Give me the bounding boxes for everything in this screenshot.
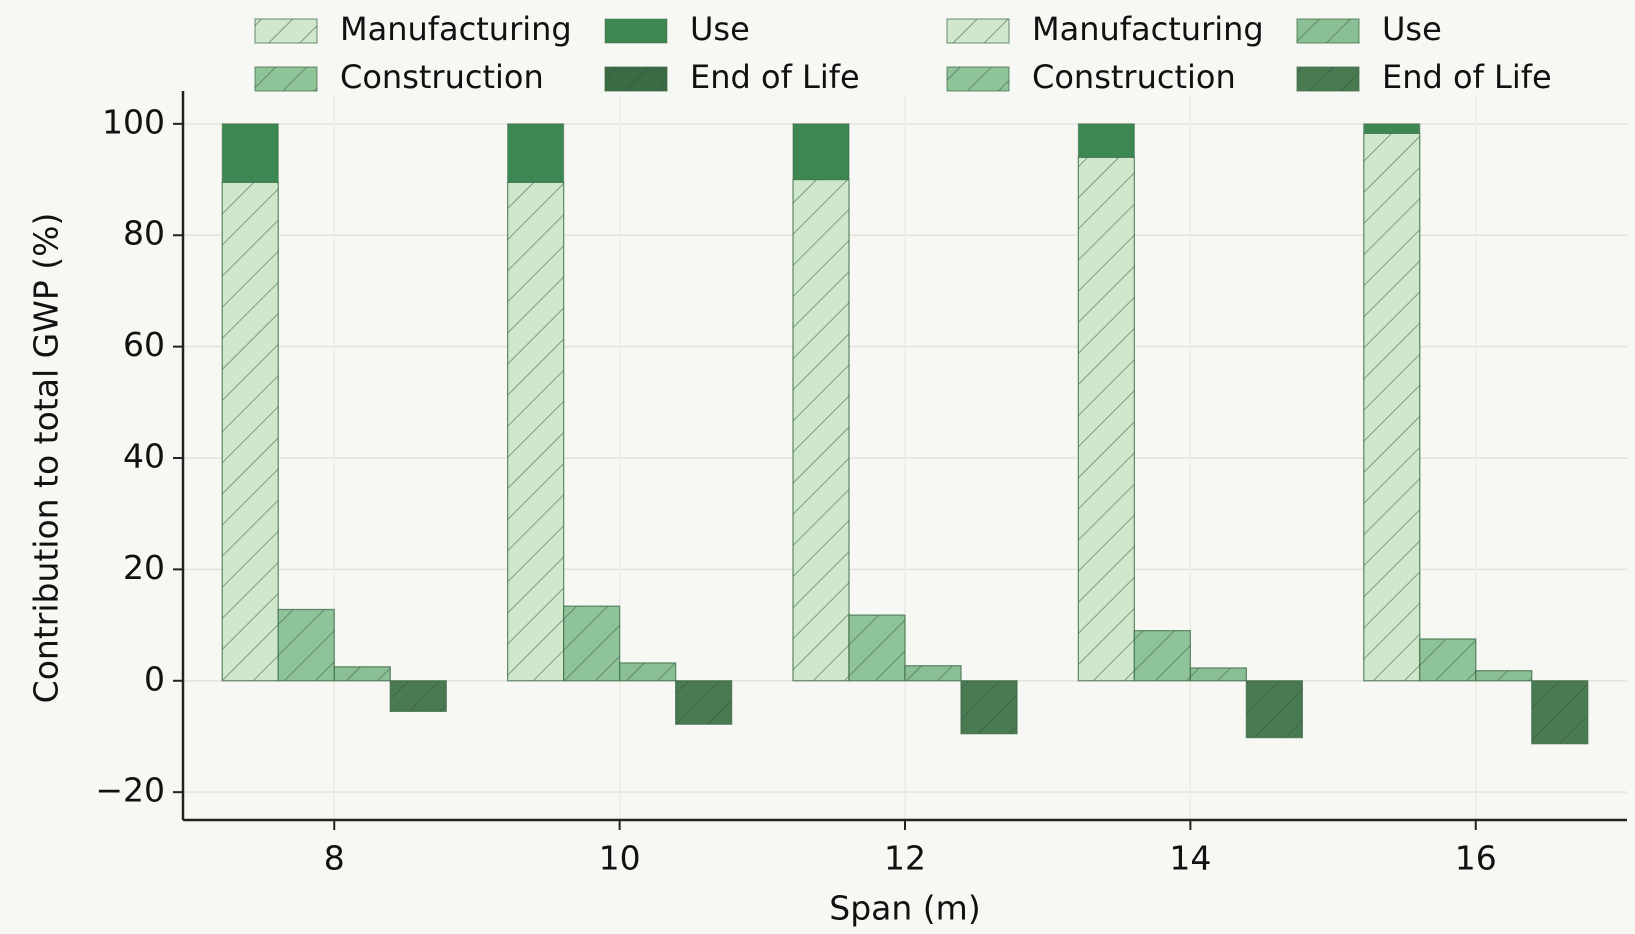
- y-tick-label: 40: [123, 437, 165, 476]
- x-tick-label: 8: [324, 839, 345, 878]
- bar: [1245, 680, 1303, 739]
- legend-label: Use: [690, 10, 750, 48]
- bar: [1475, 670, 1533, 682]
- bar: [1531, 680, 1589, 745]
- y-tick-label: 80: [123, 214, 165, 253]
- legend-swatch-hatch: [604, 66, 668, 92]
- bar: [277, 608, 335, 682]
- legend-label: Construction: [1032, 58, 1236, 96]
- legend-swatch-hatch: [254, 66, 318, 92]
- legend-label: End of Life: [690, 58, 860, 96]
- x-tick-label: 16: [1455, 839, 1497, 878]
- legend-label: End of Life: [1382, 58, 1552, 96]
- bar: [675, 680, 733, 725]
- legend-swatch-hatch: [1296, 66, 1360, 92]
- stacked-bar: [221, 123, 279, 183]
- y-tick-label: 20: [123, 548, 165, 587]
- bar: [1419, 638, 1477, 682]
- legend-label: Use: [1382, 10, 1442, 48]
- y-tick-label: −20: [95, 771, 165, 810]
- legend-swatch-hatch: [1296, 18, 1360, 44]
- bar: [1363, 132, 1421, 682]
- stacked-bar: [507, 123, 565, 183]
- legend-swatch-hatch: [946, 18, 1010, 44]
- bar: [904, 665, 962, 682]
- bar: [792, 178, 850, 682]
- x-axis-label: Span (m): [829, 889, 980, 928]
- bar: [619, 662, 677, 682]
- y-axis-label: Contribution to total GWP (%): [27, 213, 66, 704]
- stacked-bar: [1363, 123, 1421, 134]
- stacked-bar: [1077, 123, 1135, 158]
- legend-label: Construction: [340, 58, 544, 96]
- bar: [1077, 156, 1135, 682]
- bar: [1189, 667, 1247, 682]
- y-tick-label: 100: [102, 102, 165, 141]
- x-tick-label: 10: [599, 839, 641, 878]
- bar: [507, 181, 565, 682]
- stacked-bar: [792, 123, 850, 181]
- x-tick-label: 14: [1169, 839, 1211, 878]
- y-tick-label: 0: [144, 659, 165, 698]
- bar: [563, 605, 621, 682]
- legend-label: Manufacturing: [1032, 10, 1264, 48]
- bar: [221, 181, 279, 682]
- bar: [333, 666, 391, 682]
- bar: [848, 614, 906, 682]
- legend-swatch-hatch: [946, 66, 1010, 92]
- legend-swatch-hatch: [254, 18, 318, 44]
- bar: [960, 680, 1018, 735]
- x-tick-label: 12: [884, 839, 926, 878]
- bar: [1133, 630, 1191, 682]
- legend-label: Manufacturing: [340, 10, 572, 48]
- y-tick-label: 60: [123, 325, 165, 364]
- legend-swatch: [604, 18, 668, 44]
- bar: [389, 680, 447, 712]
